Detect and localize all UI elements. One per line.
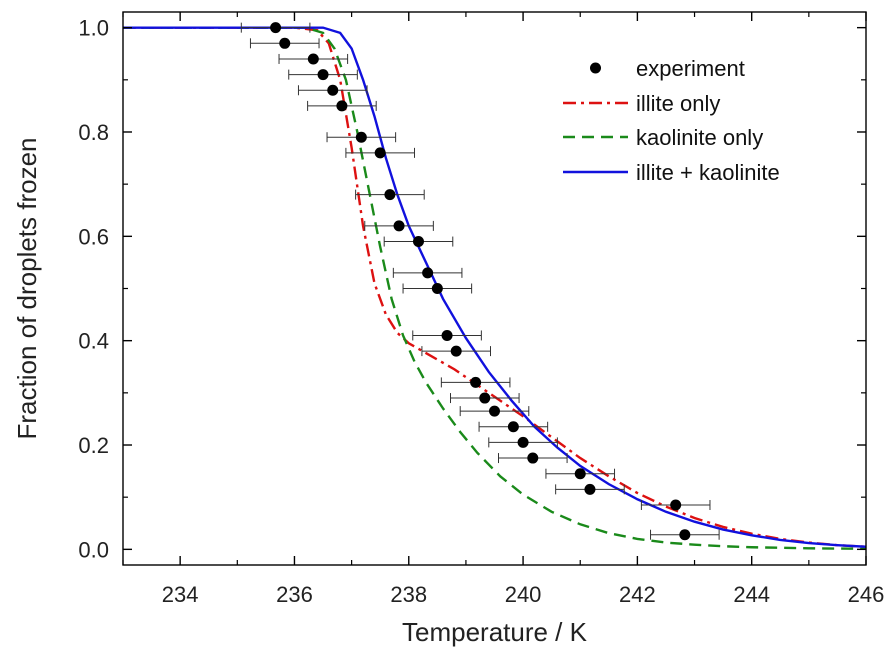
legend-marker [590, 62, 601, 74]
experiment-marker [527, 452, 539, 464]
experiment-marker [279, 37, 291, 49]
plot-area [123, 22, 866, 551]
experiment-point [421, 345, 491, 357]
experiment-marker [489, 405, 500, 417]
experiment-point [326, 131, 397, 143]
legend-label: illite only [636, 91, 720, 116]
legend: experiment illite only kaolinite only illit… [563, 56, 780, 185]
y-tick-label: 1.0 [78, 16, 109, 41]
experiment-marker [422, 267, 434, 279]
experiment-marker [336, 100, 348, 112]
experiment-point [650, 529, 720, 541]
experiment-marker [574, 468, 586, 480]
experiment-marker [270, 22, 282, 34]
experiment-point [498, 452, 568, 464]
y-tick-label: 0.8 [78, 120, 109, 145]
experiment-marker [470, 376, 482, 388]
series-line-kaolinite-only [123, 26, 866, 551]
y-tick-label: 0.6 [78, 224, 109, 249]
experiment-marker [670, 499, 682, 511]
experiment-point [449, 392, 520, 404]
x-tick-label: 238 [390, 582, 427, 607]
experiment-point [555, 483, 625, 495]
legend-item: experiment [590, 56, 745, 81]
experiment-marker [355, 131, 367, 143]
experiment-marker [412, 236, 424, 248]
x-tick-label: 240 [505, 582, 542, 607]
series-line-illite-kaolinite [123, 26, 866, 548]
experiment-point [392, 267, 463, 279]
y-tick-label: 0.4 [78, 329, 109, 354]
legend-label: illite + kaolinite [636, 160, 780, 185]
x-tick-label: 246 [848, 582, 885, 607]
experiment-point [440, 376, 511, 388]
experiment-marker [479, 392, 491, 404]
plot-frame [122, 11, 867, 566]
experiment-marker [517, 436, 529, 448]
experiment-marker [327, 84, 339, 96]
experiment-point [459, 405, 530, 417]
experiment-point [288, 69, 358, 81]
legend-item: illite only [563, 91, 720, 116]
experiment-point [249, 37, 320, 49]
experiment-point [307, 100, 377, 112]
y-axis-title: Fraction of droplets frozen [12, 137, 42, 439]
experiment-marker [307, 53, 319, 65]
experiment-marker [374, 147, 386, 159]
experiment-point [240, 22, 311, 34]
y-tick-label: 0.0 [78, 537, 109, 562]
x-tick-label: 236 [276, 582, 313, 607]
experiment-point [545, 468, 616, 480]
experiment-marker [384, 189, 396, 201]
x-tick-label: 234 [162, 582, 199, 607]
experiment-marker [431, 283, 443, 294]
series-line-illite-only [123, 26, 866, 548]
experiment-marker [450, 345, 462, 357]
x-tick-label: 242 [619, 582, 656, 607]
x-axis-title: Temperature / K [402, 617, 588, 647]
legend-label: experiment [636, 56, 745, 81]
experiment-point [412, 329, 482, 341]
legend-item: kaolinite only [563, 125, 763, 150]
experiment-marker [679, 529, 691, 541]
experiment-marker [317, 69, 329, 81]
experiment-point [488, 436, 558, 448]
legend-item: illite + kaolinite [563, 160, 780, 185]
experiment-point [297, 84, 368, 96]
experiment-point [640, 499, 711, 511]
experiment-marker [584, 483, 596, 495]
experiment-point [355, 189, 425, 201]
experiment-point [364, 220, 434, 232]
x-tick-label: 244 [733, 582, 770, 607]
experiment-marker [393, 220, 405, 232]
experiment-marker [441, 329, 453, 341]
y-tick-label: 0.2 [78, 433, 109, 458]
experiment-point [278, 53, 349, 65]
experiment-point [478, 421, 549, 433]
axes: 234 236 238 240 242 244 246 0.0 0.2 0.4 0.6 0.8 1.0 T… [12, 11, 885, 647]
experiment-point [345, 147, 415, 159]
legend-label: kaolinite only [636, 125, 763, 150]
experiment-point [383, 236, 454, 248]
experiment-point [402, 283, 473, 294]
experiment-marker [507, 421, 519, 433]
